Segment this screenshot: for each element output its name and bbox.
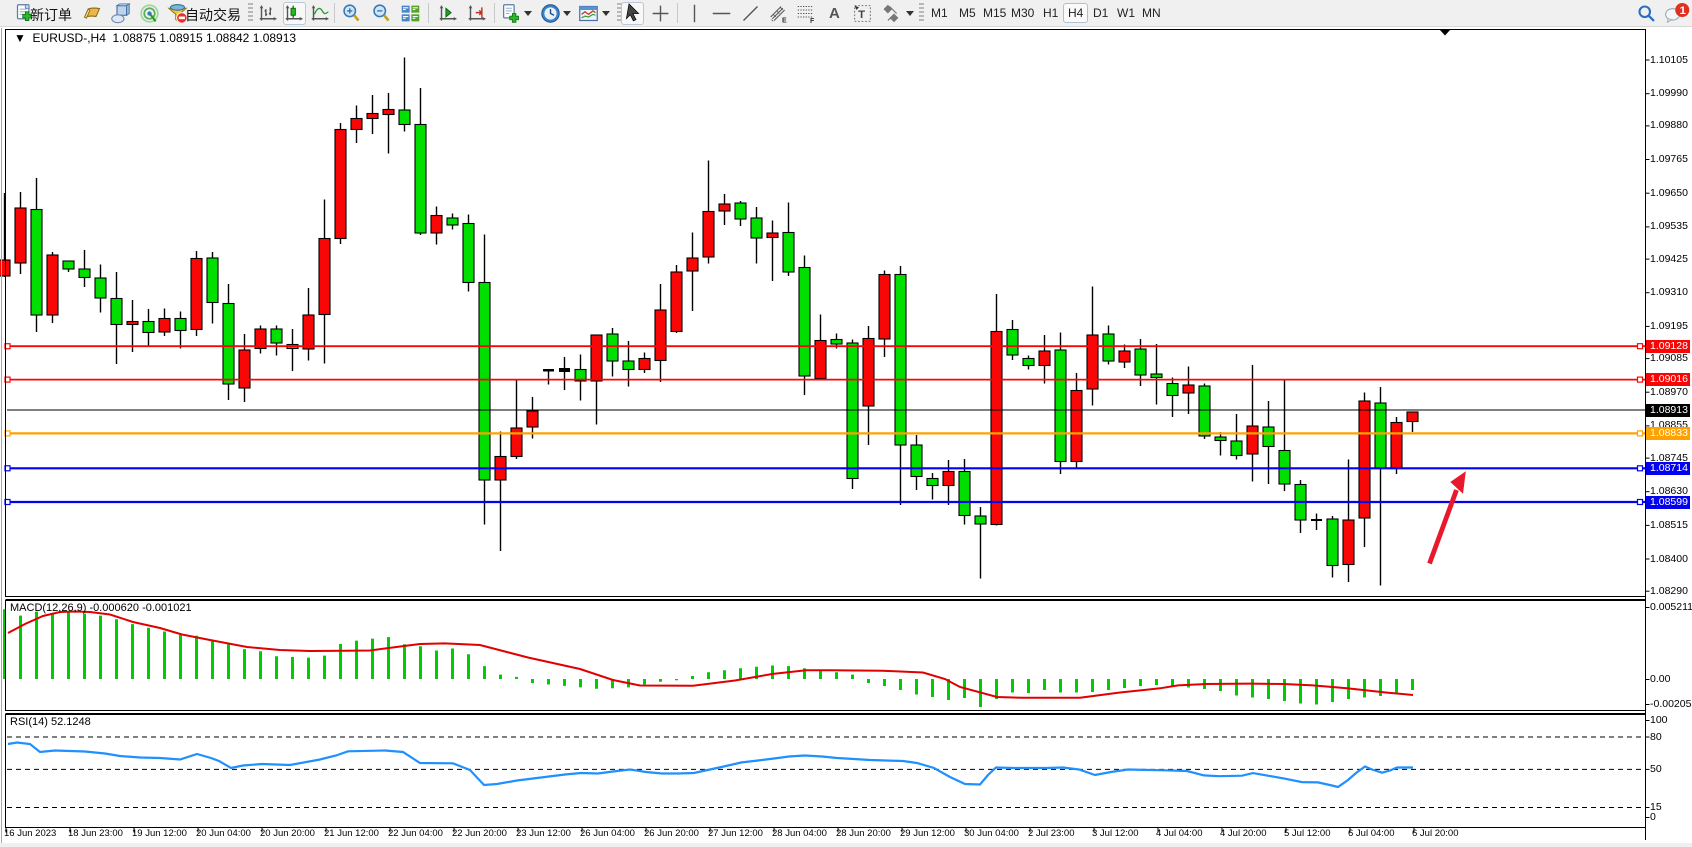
svg-text:F: F [810,18,815,24]
svg-text:E: E [782,17,787,24]
svg-text:T: T [858,9,865,21]
svg-text:1: 1 [1680,5,1686,17]
